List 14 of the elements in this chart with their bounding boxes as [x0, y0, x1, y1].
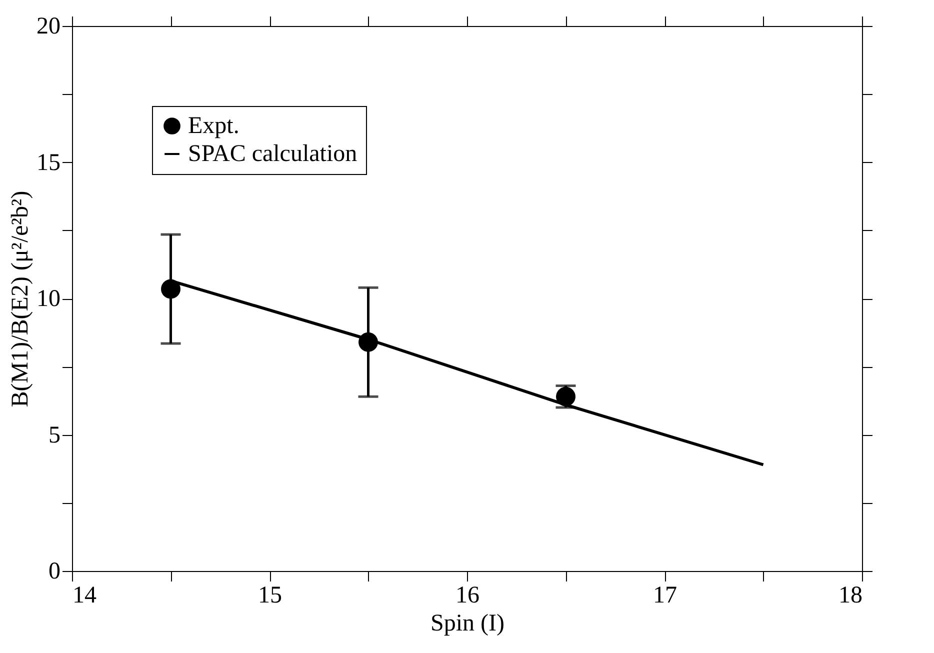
y-tick-label: 10	[36, 286, 60, 312]
x-tick-label: 18	[838, 582, 862, 608]
y-tick-label: 20	[36, 14, 60, 40]
y-tick-label: 15	[36, 150, 60, 176]
legend-label: SPAC calculation	[188, 141, 358, 167]
x-tick-label: 14	[72, 582, 96, 608]
x-tick-label: 17	[653, 582, 677, 608]
y-tick-label: 5	[48, 422, 60, 448]
legend-label: Expt.	[188, 113, 240, 139]
y-tick-label: 0	[48, 558, 60, 584]
x-axis-title: Spin (I)	[430, 610, 504, 636]
x-tick-label: 15	[258, 582, 282, 608]
x-tick-label: 16	[456, 582, 480, 608]
y-axis-title: B(M1)/B(E2) (μ²/e²b²)	[8, 190, 34, 408]
